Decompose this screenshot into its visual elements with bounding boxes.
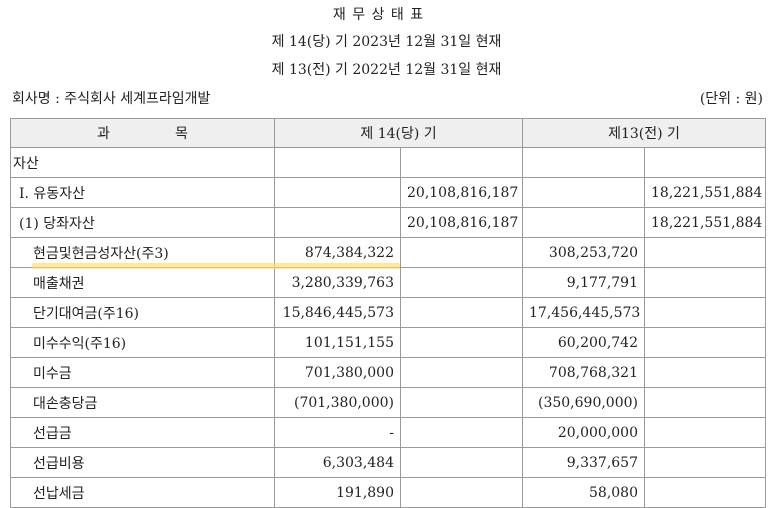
highlight-marker bbox=[32, 263, 400, 269]
current-total-cell bbox=[400, 297, 523, 328]
current-detail-cell: 701,380,000 bbox=[274, 357, 401, 388]
table-row: 자산 bbox=[10, 147, 766, 178]
current-total-cell bbox=[400, 267, 523, 298]
account-name-cell: 선납세금 bbox=[10, 477, 275, 508]
account-name-cell: 미수수익(주16) bbox=[10, 327, 275, 358]
prior-total-cell bbox=[644, 237, 766, 268]
account-name-cell: 단기대여금(주16) bbox=[10, 297, 275, 328]
current-detail-cell bbox=[274, 147, 401, 178]
prior-total-cell bbox=[644, 447, 766, 478]
prior-detail-cell: 17,456,445,573 bbox=[522, 297, 645, 328]
current-detail-cell: (701,380,000) bbox=[274, 387, 401, 418]
table-row: I. 유동자산 20,108,816,187 18,221,551,884 bbox=[10, 177, 766, 208]
prior-total-cell bbox=[644, 477, 766, 508]
prior-period-label: 제 13(전) 기 2022년 12월 31일 현재 bbox=[271, 62, 502, 78]
current-total-cell bbox=[400, 477, 523, 508]
current-total-cell: 20,108,816,187 bbox=[400, 177, 523, 208]
prior-detail-cell: 9,337,657 bbox=[522, 447, 645, 478]
current-detail-cell: 15,846,445,573 bbox=[274, 297, 401, 328]
current-detail-cell: 101,151,155 bbox=[274, 327, 401, 358]
account-name-cell: 현금및현금성자산(주3) bbox=[10, 237, 275, 268]
subject-header-char-b: 목 bbox=[175, 126, 188, 142]
account-name-cell: 선급금 bbox=[10, 417, 275, 448]
prior-detail-cell: 60,200,742 bbox=[522, 327, 645, 358]
current-total-cell bbox=[400, 447, 523, 478]
current-detail-cell: 874,384,322 bbox=[274, 237, 401, 268]
prior-period-column-header: 제13(전) 기 bbox=[522, 118, 766, 148]
balance-sheet-table: 과 목 제 14(당) 기 제13(전) 기 자산 I. 유동자산 20,108,8… bbox=[10, 118, 766, 508]
prior-detail-cell bbox=[522, 147, 645, 178]
table-row: 대손충당금 (701,380,000) (350,690,000) bbox=[10, 387, 766, 418]
current-total-cell: 20,108,816,187 bbox=[400, 207, 523, 238]
account-name-cell: I. 유동자산 bbox=[10, 177, 275, 208]
current-total-cell bbox=[400, 237, 523, 268]
prior-total-cell: 18,221,551,884 bbox=[644, 177, 766, 208]
account-name-cell: (1) 당좌자산 bbox=[10, 207, 275, 238]
current-total-cell bbox=[400, 147, 523, 178]
account-name-cell: 대손충당금 bbox=[10, 387, 275, 418]
table-row: 단기대여금(주16) 15,846,445,573 17,456,445,573 bbox=[10, 297, 766, 328]
prior-total-cell bbox=[644, 267, 766, 298]
table-header-row: 과 목 제 14(당) 기 제13(전) 기 bbox=[10, 118, 766, 148]
current-detail-cell: 3,280,339,763 bbox=[274, 267, 401, 298]
account-name-cell: 미수금 bbox=[10, 357, 275, 388]
table-row: 선납세금 191,890 58,080 bbox=[10, 477, 766, 508]
prior-detail-cell: 708,768,321 bbox=[522, 357, 645, 388]
table-row: 선급비용 6,303,484 9,337,657 bbox=[10, 447, 766, 478]
account-name-cell: 선급비용 bbox=[10, 447, 275, 478]
prior-detail-cell: 9,177,791 bbox=[522, 267, 645, 298]
prior-detail-cell: (350,690,000) bbox=[522, 387, 645, 418]
prior-detail-cell bbox=[522, 207, 645, 238]
table-row: 선급금 - 20,000,000 bbox=[10, 417, 766, 448]
current-detail-cell: - bbox=[274, 417, 401, 448]
current-detail-cell: 6,303,484 bbox=[274, 447, 401, 478]
current-total-cell bbox=[400, 387, 523, 418]
company-name: 회사명 : 주식회사 세계프라임개발 bbox=[12, 91, 211, 107]
table-row: 현금및현금성자산(주3) 874,384,322 308,253,720 bbox=[10, 237, 766, 268]
prior-total-cell bbox=[644, 147, 766, 178]
current-detail-cell bbox=[274, 207, 401, 238]
account-name-cell: 자산 bbox=[10, 147, 275, 178]
current-period-column-header: 제 14(당) 기 bbox=[274, 118, 523, 148]
current-detail-cell: 191,890 bbox=[274, 477, 401, 508]
account-name-cell: 매출채권 bbox=[10, 267, 275, 298]
table-row: (1) 당좌자산 20,108,816,187 18,221,551,884 bbox=[10, 207, 766, 238]
prior-total-cell bbox=[644, 387, 766, 418]
current-detail-cell bbox=[274, 177, 401, 208]
prior-total-cell: 18,221,551,884 bbox=[644, 207, 766, 238]
prior-total-cell bbox=[644, 417, 766, 448]
current-total-cell bbox=[400, 327, 523, 358]
subject-column-header: 과 목 bbox=[10, 118, 275, 148]
current-period-label: 제 14(당) 기 2023년 12월 31일 현재 bbox=[271, 34, 502, 50]
prior-detail-cell: 308,253,720 bbox=[522, 237, 645, 268]
unit-label: (단위 : 원) bbox=[699, 91, 763, 107]
table-row: 미수수익(주16) 101,151,155 60,200,742 bbox=[10, 327, 766, 358]
prior-total-cell bbox=[644, 327, 766, 358]
prior-detail-cell bbox=[522, 177, 645, 208]
table-row: 매출채권 3,280,339,763 9,177,791 bbox=[10, 267, 766, 298]
table-row: 미수금 701,380,000 708,768,321 bbox=[10, 357, 766, 388]
prior-detail-cell: 58,080 bbox=[522, 477, 645, 508]
prior-total-cell bbox=[644, 357, 766, 388]
subject-header-char-a: 과 bbox=[97, 126, 110, 142]
statement-title: 재 무 상 태 표 bbox=[332, 7, 425, 23]
current-total-cell bbox=[400, 357, 523, 388]
prior-total-cell bbox=[644, 297, 766, 328]
prior-detail-cell: 20,000,000 bbox=[522, 417, 645, 448]
current-total-cell bbox=[400, 417, 523, 448]
